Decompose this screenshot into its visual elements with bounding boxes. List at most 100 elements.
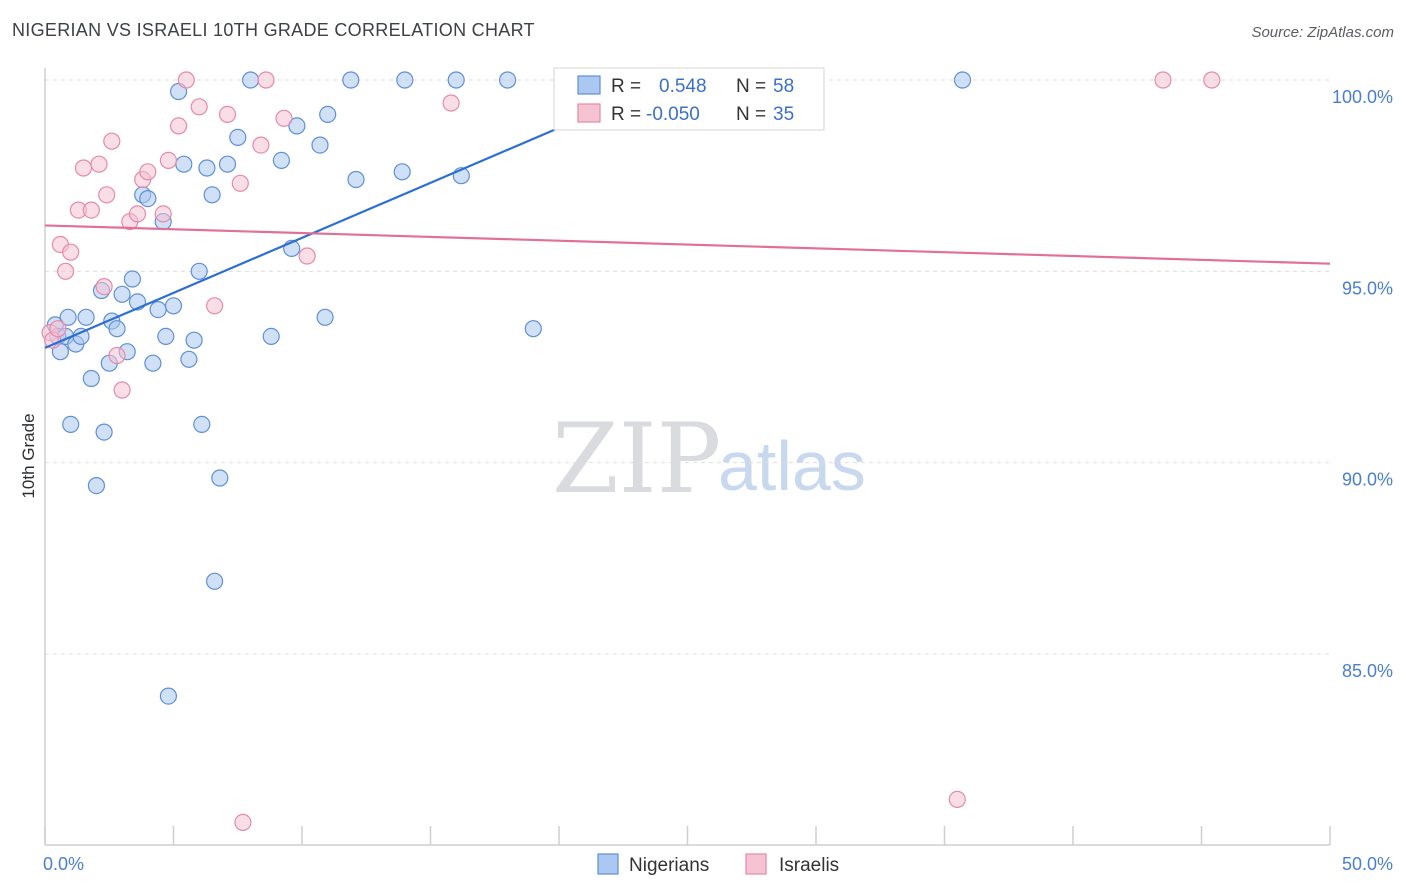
legend-n-label-nigerians: N = [736,76,766,97]
nigerian-point-55 [524,320,542,338]
israeli-point-34 [1154,71,1172,89]
nigerian-point-36 [206,572,224,590]
gridlines [45,79,1330,655]
nigerian-point-50 [393,163,411,181]
israeli-point-12 [103,132,121,150]
nigerian-point-18 [123,270,141,288]
nigerian-point-23 [149,301,167,319]
nigerian-point-41 [262,327,280,345]
nigerian-point-25 [157,327,175,345]
israeli-point-16 [128,205,147,223]
nigerian-point-47 [319,105,337,124]
israeli-point-13 [108,346,126,365]
source-credit: Source: ZipAtlas.com [1251,24,1394,41]
axes [44,68,1331,846]
nigerian-point-37 [211,469,229,487]
israeli-point-30 [275,109,293,127]
watermark-atlas: atlas [718,427,866,505]
israeli-point-21 [170,117,188,135]
legend-n-value-israelis: 35 [773,104,794,125]
israeli-point-20 [159,151,177,169]
israeli-point-11 [98,186,116,204]
israeli-point-18 [139,163,157,181]
nigerian-point-26 [159,687,177,705]
israeli-point-31 [298,247,316,265]
israeli-point-25 [218,105,237,124]
israeli-point-32 [442,94,460,112]
nigerian-point-40 [242,71,260,89]
legend-r-label-israelis: R = [611,104,641,125]
data-points [41,71,1221,832]
israeli-point-33 [948,790,966,809]
israeli-point-22 [177,71,195,89]
legend-swatch-israelis [577,103,601,123]
legend-r-value-nigerians: 0.548 [659,76,707,97]
legend-r-value-israelis: -0.050 [646,104,700,125]
y-tick-label-3: 85.0% [1342,661,1393,681]
legend-r-label-nigerians: R = [611,76,641,97]
nigerian-point-31 [185,331,203,349]
nigerian-point-8 [77,308,95,326]
bottom-legend: Nigerians Israelis [597,853,839,876]
nigerian-point-22 [144,354,162,372]
israeli-point-14 [113,381,131,399]
nigerian-point-27 [164,297,183,315]
nigerian-point-21 [139,190,157,208]
israeli-point-29 [257,71,275,89]
nigerian-point-16 [113,285,131,303]
watermark: ZIP atlas [552,403,866,515]
nigerian-point-12 [95,423,113,441]
nigerian-point-46 [316,308,334,326]
israeli-point-4 [56,262,75,280]
legend-n-label-israelis: N = [736,104,766,125]
nigerian-point-35 [203,186,221,204]
x-tick-labels: 0.0% 50.0% [43,854,1393,874]
israeli-trend-line [44,224,1331,265]
y-tick-label-2: 90.0% [1342,470,1393,490]
israeli-point-10 [95,278,113,296]
legend-n-value-nigerians: 58 [773,76,794,97]
israeli-point-28 [252,136,270,154]
nigerian-point-44 [288,117,306,135]
nigerian-point-15 [108,320,126,338]
nigerian-point-52 [447,71,465,89]
nigerian-point-39 [229,128,247,146]
bottom-legend-swatch-nigerians [597,853,619,875]
nigerian-point-10 [87,477,106,495]
x-tick-label-1: 50.0% [1342,854,1393,874]
y-tick-labels: 100.0% 95.0% 90.0% 85.0% [1332,87,1393,681]
nigerian-point-48 [342,71,360,89]
legend-box: R = 0.548 N = 58 R = -0.050 N = 35 [553,67,825,131]
nigerian-point-49 [347,170,365,189]
nigerian-point-54 [499,71,517,89]
israeli-point-7 [74,159,93,177]
nigerian-point-51 [396,71,414,89]
bottom-legend-label-nigerians: Nigerians [629,855,709,876]
nigerian-point-29 [175,155,193,173]
israeli-point-2 [49,320,67,338]
nigerian-point-32 [190,262,208,280]
chart-title: NIGERIAN VS ISRAELI 10TH GRADE CORRELATI… [12,20,535,40]
nigerian-point-34 [198,159,216,177]
nigerian-point-45 [311,136,329,154]
bottom-legend-label-israelis: Israelis [779,855,839,876]
bottom-legend-swatch-israelis [745,853,767,875]
nigerian-point-4 [59,308,77,326]
x-tick-label-0: 0.0% [43,854,84,874]
watermark-zip: ZIP [552,403,721,515]
nigerian-point-9 [82,369,100,388]
legend-swatch-nigerians [577,75,601,95]
israeli-point-26 [231,174,249,192]
nigerian-point-5 [62,415,80,433]
y-tick-label-1: 95.0% [1342,278,1393,298]
nigerian-point-30 [180,350,198,368]
nigerian-point-33 [193,415,211,433]
israeli-point-8 [82,201,100,219]
nigerian-point-38 [218,155,237,173]
israeli-point-24 [206,297,224,315]
israeli-point-35 [1203,71,1221,89]
y-axis-label: 10th Grade [19,413,38,498]
nigerian-point-42 [272,151,290,169]
israeli-point-19 [154,205,172,223]
